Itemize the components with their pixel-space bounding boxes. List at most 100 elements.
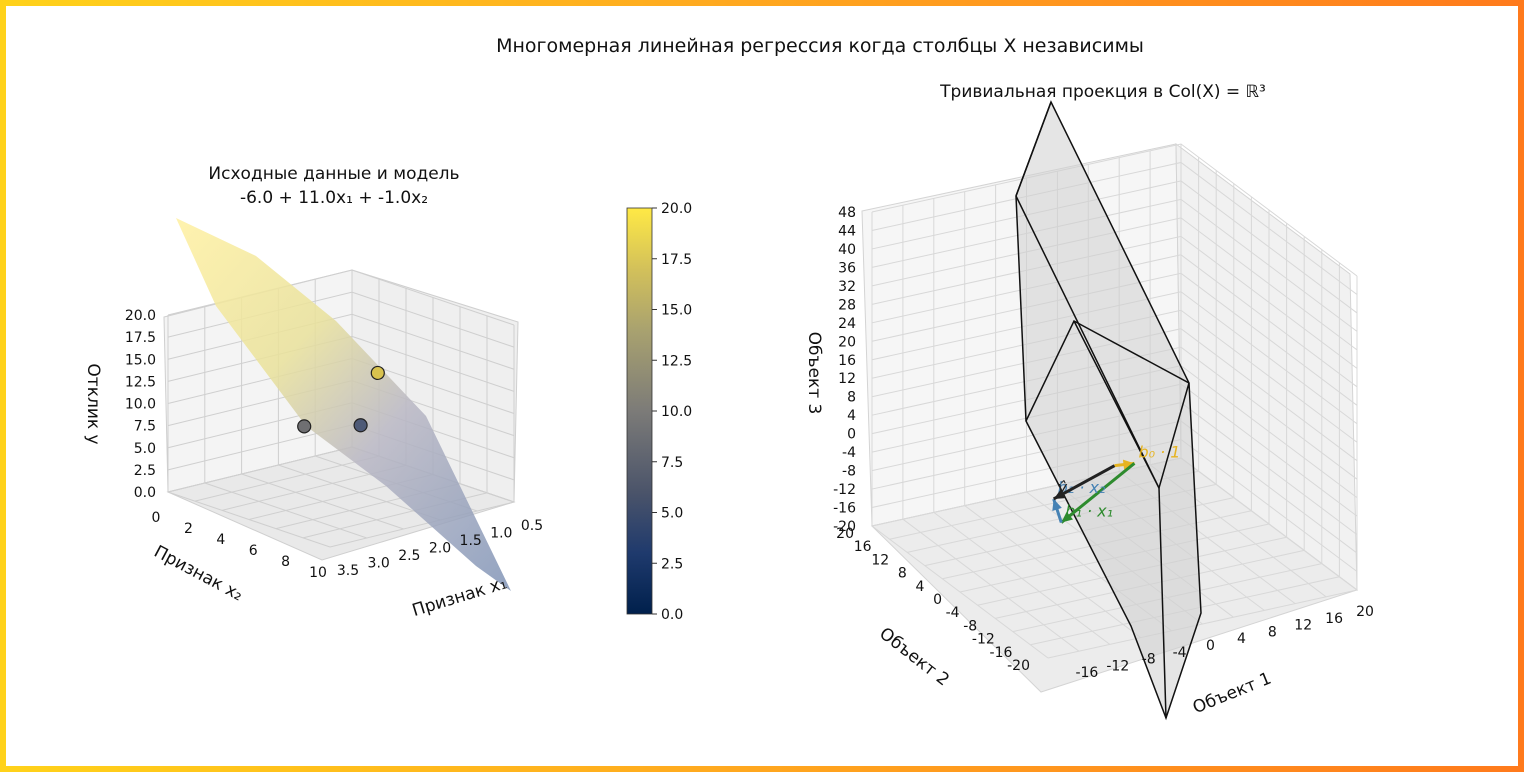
right-x-tick: -12 <box>1106 658 1129 674</box>
vectors: b₀ · 1 b₁ · x₁ b₂ · x₂ŷ <box>1052 442 1180 524</box>
left-x-tick: 1.5 <box>460 533 482 549</box>
right-grid-line <box>871 309 1358 443</box>
right-z-tick: -16 <box>833 501 856 517</box>
right-title: Тривиальная проекция в Col(X) = ℝ³ <box>939 82 1266 102</box>
right-z-tick: 28 <box>838 297 856 313</box>
right-y-tick: -4 <box>946 605 960 621</box>
right-grid-line <box>871 346 1358 480</box>
right-grid-line <box>871 272 1358 406</box>
right-grid-line <box>871 180 1358 314</box>
data-point <box>353 418 368 433</box>
left-z-tick: 15.0 <box>125 352 156 368</box>
span-plane-edge-2 <box>1015 101 1052 197</box>
right-x-tick: 8 <box>1268 624 1277 640</box>
vector-line <box>1052 464 1116 501</box>
colorbar-tick-label: 12.5 <box>661 353 692 369</box>
right-x-tick: 20 <box>1356 604 1374 620</box>
right-grid-line <box>871 143 1358 277</box>
left-x-tick: 3.5 <box>337 563 359 579</box>
data-point <box>370 365 385 381</box>
left-z-tick: 10.0 <box>125 397 156 413</box>
right-z-tick: 20 <box>838 334 856 350</box>
span-plane-edge-4 <box>1073 320 1190 491</box>
colorbar-tick-label: 10.0 <box>661 404 692 420</box>
colorbar: 0.0 2.5 5.0 7.5 10.0 12.5 15.0 17.5 20.0 <box>626 201 692 623</box>
right-y-tick: -12 <box>972 632 995 648</box>
left-z-tick: 5.0 <box>134 441 156 457</box>
right-z-tick: 4 <box>847 408 856 424</box>
left-x-tick: 1.0 <box>490 526 512 542</box>
colorbar-tick-label: 7.5 <box>661 455 683 471</box>
left-z-tick: 7.5 <box>134 419 156 435</box>
data-point <box>297 419 312 434</box>
right-grid-line <box>871 198 1358 332</box>
left-subtitle: -6.0 + 11.0x₁ + -1.0x₂ <box>240 188 428 208</box>
right-y-tick: 8 <box>898 566 907 582</box>
vector-label: b₁ · x₁ <box>1065 502 1113 521</box>
left-zlabel: Отклик y <box>83 363 103 444</box>
colorbar-tick-label: 15.0 <box>661 303 692 319</box>
vector-arrowhead <box>1053 489 1066 499</box>
left-grid-line <box>241 473 404 530</box>
right-grid-line <box>1047 589 1358 659</box>
vector-arrowhead <box>1122 459 1135 470</box>
left-y-tick: 0 <box>152 510 161 526</box>
right-z-tick: -20 <box>833 519 856 535</box>
right-y-tick: 4 <box>915 579 924 595</box>
left-z-tick: 12.5 <box>125 374 156 390</box>
right-y-tick: 12 <box>871 552 889 568</box>
right-y-tick: 0 <box>933 592 942 608</box>
left-3d-axes: Исходные данные и модель -6.0 + 11.0x₁ +… <box>83 164 543 621</box>
left-grid-line <box>278 464 441 521</box>
right-z-tick: -4 <box>842 445 856 461</box>
right-grid-line <box>871 254 1358 388</box>
left-tick-labels: 0.5 1.0 1.5 2.0 2.5 3.0 3.5 0 2 4 6 8 10 0.0 2.5 5.0 7.5… <box>125 308 543 581</box>
right-3d-axes: Тривиальная проекция в Col(X) = ℝ³ b₀ · … <box>804 82 1374 721</box>
colorbar-ticks: 0.0 2.5 5.0 7.5 10.0 12.5 15.0 17.5 20.0 <box>652 201 692 623</box>
right-z-tick: 36 <box>838 260 856 276</box>
span-plane-1 <box>1015 100 1202 721</box>
left-y-tick: 10 <box>309 565 327 581</box>
colorbar-gradient <box>626 207 653 615</box>
right-grid-line <box>871 328 1358 462</box>
right-x-tick: -16 <box>1075 665 1098 681</box>
right-x-tick: 0 <box>1206 638 1215 654</box>
right-z-tick: 8 <box>847 390 856 406</box>
right-x-tick: 16 <box>1325 611 1343 627</box>
vector-arrowhead <box>1052 498 1062 511</box>
figure-svg: Многомерная линейная регрессия когда сто… <box>83 35 1374 721</box>
left-grid-line <box>194 455 380 502</box>
right-grid-line <box>871 291 1358 425</box>
figure-canvas: Многомерная линейная регрессия когда сто… <box>6 6 1518 766</box>
right-z-tick: 32 <box>838 279 856 295</box>
left-z-tick: 2.5 <box>134 463 156 479</box>
colorbar-tick-label: 2.5 <box>661 556 683 572</box>
left-ylabel: Признак x₂ <box>150 542 246 606</box>
left-x-tick: 2.0 <box>429 541 451 557</box>
right-zlabel: Объект 3 <box>804 332 824 415</box>
left-grid-line <box>167 313 515 370</box>
left-y-tick: 6 <box>249 543 258 559</box>
left-z-tick: 20.0 <box>125 308 156 324</box>
vector-label: ŷ <box>1057 478 1068 497</box>
right-tick-labels: -20-16-12-8-404812162024283236404448-20-… <box>833 205 1374 681</box>
vector-line <box>1060 462 1136 524</box>
left-z-tick: 0.0 <box>134 485 156 501</box>
colorbar-tick-label: 5.0 <box>661 506 683 522</box>
left-y-tick: 2 <box>184 521 193 537</box>
left-data-points <box>297 365 385 434</box>
right-x-tick: -4 <box>1173 645 1187 661</box>
right-y-tick: -20 <box>1007 658 1030 674</box>
right-z-tick: 16 <box>838 353 856 369</box>
right-z-tick: -8 <box>842 464 856 480</box>
right-xlabel: Объект 1 <box>1190 669 1274 719</box>
left-grid-line <box>329 501 515 548</box>
right-grid-line <box>871 217 1358 351</box>
left-x-tick: 3.0 <box>368 556 390 572</box>
left-y-tick: 4 <box>216 532 225 548</box>
vector-label: b₂ · x₂ <box>1058 478 1106 497</box>
left-z-tick: 17.5 <box>125 330 156 346</box>
vector-arrowhead <box>1061 511 1073 523</box>
right-y-tick: -16 <box>990 645 1013 661</box>
